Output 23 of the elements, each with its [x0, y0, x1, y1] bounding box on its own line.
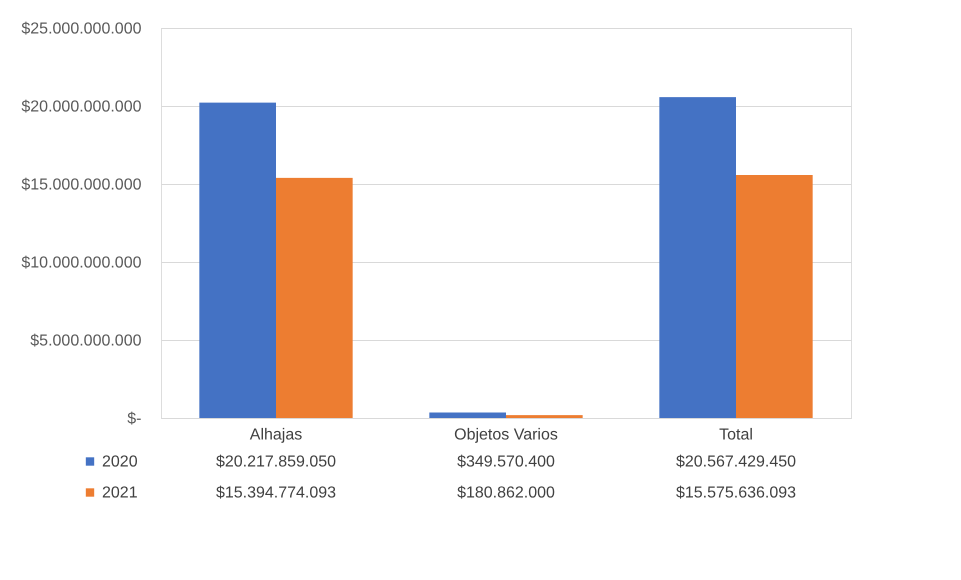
y-tick-label: $10.000.000.000: [21, 254, 142, 272]
bar: [736, 175, 813, 418]
bar: [276, 178, 353, 418]
y-tick-label: $20.000.000.000: [21, 98, 142, 116]
data-label: $15.575.636.093: [676, 484, 796, 502]
legend-label: 2021: [102, 484, 138, 502]
data-label: $20.567.429.450: [676, 454, 796, 470]
data-label: $180.862.000: [457, 484, 556, 502]
x-tick-label: Objetos Varios: [454, 426, 558, 444]
y-tick-label: $-: [127, 410, 142, 428]
x-tick-label: Total: [719, 426, 753, 444]
y-tick-label: $5.000.000.000: [30, 332, 142, 350]
bar: [429, 412, 506, 418]
bar: [199, 102, 276, 418]
data-label: $15.394.774.093: [216, 484, 336, 502]
x-tick-label: Alhajas: [250, 426, 302, 444]
legend-label: 2020: [102, 454, 138, 470]
bar: [659, 97, 736, 418]
y-tick-label: $25.000.000.000: [21, 20, 142, 38]
y-tick-label: $15.000.000.000: [21, 176, 142, 194]
bar: [506, 415, 583, 418]
data-label: $349.570.400: [457, 454, 556, 470]
data-label: $20.217.859.050: [216, 454, 336, 470]
